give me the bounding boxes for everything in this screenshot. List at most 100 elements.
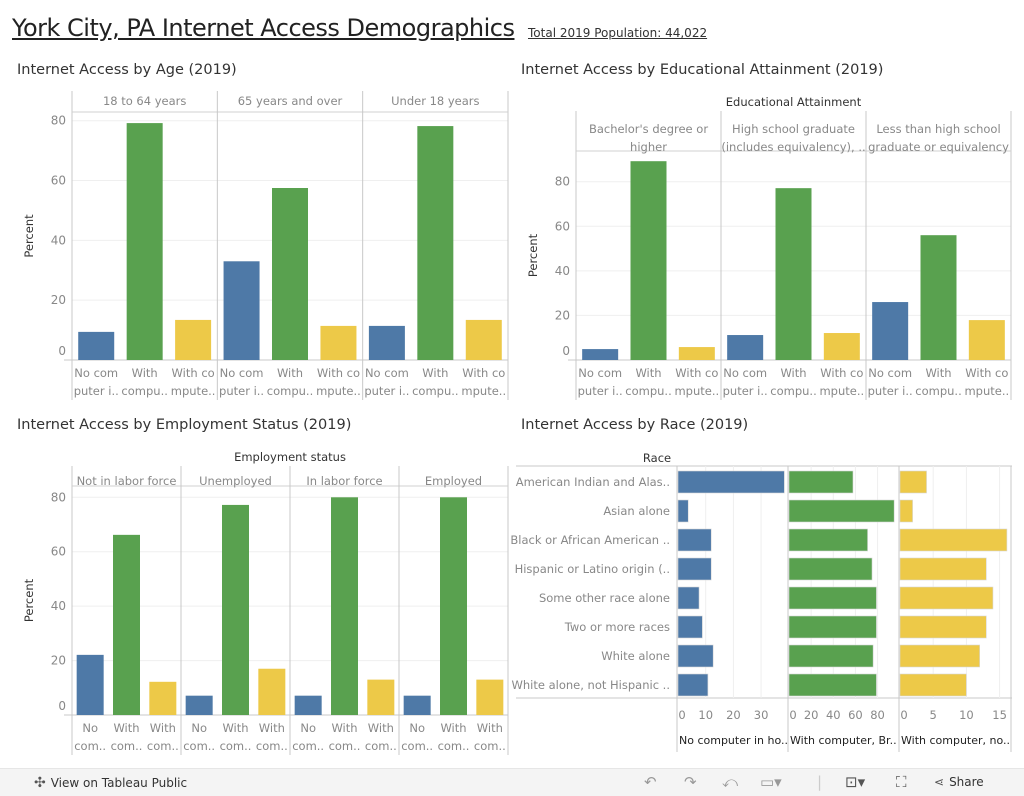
y-tick-label: 0 — [58, 344, 66, 358]
x-axis-label: With co — [820, 366, 863, 380]
bar — [272, 188, 308, 360]
bar — [677, 557, 712, 581]
y-tick-label: 60 — [51, 545, 66, 559]
x-axis-label: compu.. — [412, 384, 458, 398]
undo-icon[interactable]: ↶ — [644, 773, 657, 791]
bar — [899, 673, 967, 697]
view-on-tableau-link[interactable]: ✣ View on Tableau Public — [34, 775, 187, 791]
x-axis-label: With co — [462, 366, 505, 380]
x-axis-label: mpute.. — [316, 384, 361, 398]
x-axis-label: compu.. — [267, 384, 313, 398]
bar — [899, 470, 927, 494]
bar — [678, 347, 715, 360]
bar — [417, 126, 454, 360]
x-axis-label: com.. — [365, 739, 397, 753]
facet-header-label: 18 to 64 years — [103, 94, 186, 108]
bar — [440, 497, 467, 715]
population-text: Total 2019 Population: 44,022 — [528, 26, 708, 40]
facet-header-label: High school graduate — [732, 122, 855, 136]
x-axis-label: No — [82, 721, 98, 735]
x-axis-label: com.. — [256, 739, 288, 753]
y-tick-label: 60 — [51, 174, 66, 188]
facet-header-label: In labor force — [306, 474, 382, 488]
facet-axis-title: Educational Attainment — [726, 95, 862, 109]
bar — [294, 695, 322, 715]
x-axis-label: No com — [868, 366, 912, 380]
x-axis-label: With — [222, 721, 248, 735]
x-tick-label: 60 — [848, 708, 863, 722]
x-axis-label: With — [331, 721, 357, 735]
bar — [727, 335, 764, 360]
y-tick-label: 80 — [51, 490, 66, 504]
y-tick-label: 40 — [51, 599, 66, 613]
redo-icon[interactable]: ↷ — [684, 773, 697, 791]
bar — [476, 679, 504, 715]
fullscreen-icon[interactable]: ⛶ — [896, 773, 907, 791]
bar — [788, 673, 877, 697]
x-tick-label: 10 — [959, 708, 974, 722]
x-axis-label: With — [277, 366, 303, 380]
y-tick-label: 40 — [51, 233, 66, 247]
bar — [320, 325, 357, 360]
x-axis-label: com.. — [438, 739, 470, 753]
x-tick-label: 10 — [698, 708, 713, 722]
x-tick-label: 20 — [726, 708, 741, 722]
bar — [788, 586, 877, 610]
x-axis-label: compu.. — [770, 384, 816, 398]
bar — [899, 586, 994, 610]
bar — [258, 668, 286, 715]
bar — [367, 679, 395, 715]
facet-header-label: Less than high school — [876, 122, 1000, 136]
bar — [677, 615, 703, 639]
x-tick-label: 30 — [754, 708, 769, 722]
x-axis-label: com.. — [111, 739, 143, 753]
facet-header-label: Under 18 years — [391, 94, 479, 108]
y-tick-label: 40 — [555, 264, 570, 278]
x-axis-label: mpute.. — [461, 384, 506, 398]
y-tick-label: 80 — [51, 114, 66, 128]
refresh-icon[interactable]: ▭▾ — [760, 773, 782, 791]
revert-icon[interactable]: ⤺ — [722, 773, 739, 791]
bar — [403, 695, 431, 715]
facet-header-label: 65 years and over — [238, 94, 343, 108]
share-icon: ⋖ — [934, 775, 945, 789]
x-axis-label: No com — [723, 366, 767, 380]
x-tick-label: 20 — [804, 708, 819, 722]
bar — [175, 319, 212, 360]
bar — [899, 528, 1008, 552]
bar — [465, 319, 502, 360]
bar — [677, 528, 712, 552]
x-axis-label: No com — [578, 366, 622, 380]
x-axis-label: No com — [365, 366, 409, 380]
facet-header-label: graduate or equivalency — [868, 140, 1009, 154]
x-axis-label: com.. — [74, 739, 106, 753]
x-axis-label: puter i.. — [74, 384, 119, 398]
bar — [677, 586, 700, 610]
bar — [113, 534, 140, 715]
x-axis-label: puter i.. — [578, 384, 623, 398]
x-axis-label: No — [191, 721, 207, 735]
bar — [677, 644, 714, 668]
x-axis-title: With computer, Br.. — [790, 734, 897, 747]
download-icon[interactable]: ⊡▾ — [845, 773, 866, 791]
x-axis-label: com.. — [183, 739, 215, 753]
facet-header-label: Not in labor force — [77, 474, 177, 488]
x-axis-label: With co — [172, 366, 215, 380]
tableau-logo-icon: ✣ — [34, 775, 46, 791]
bar — [677, 499, 689, 523]
share-button[interactable]: ⋖ Share — [934, 775, 984, 789]
x-axis-label: No — [300, 721, 316, 735]
facet-header-label: Bachelor's degree or — [589, 122, 708, 136]
x-axis-label: With — [440, 721, 466, 735]
row-label: White alone — [601, 649, 670, 663]
bar — [775, 188, 812, 360]
view-on-tableau-label: View on Tableau Public — [50, 776, 188, 790]
x-axis-label: With — [132, 366, 158, 380]
x-axis-label: com.. — [329, 739, 361, 753]
x-axis-label: No com — [220, 366, 264, 380]
row-label: Some other race alone — [539, 591, 670, 605]
row-label: Asian alone — [603, 504, 670, 518]
bar — [788, 644, 874, 668]
dashboard-title: York City, PA Internet Access Demographi… — [12, 14, 515, 42]
